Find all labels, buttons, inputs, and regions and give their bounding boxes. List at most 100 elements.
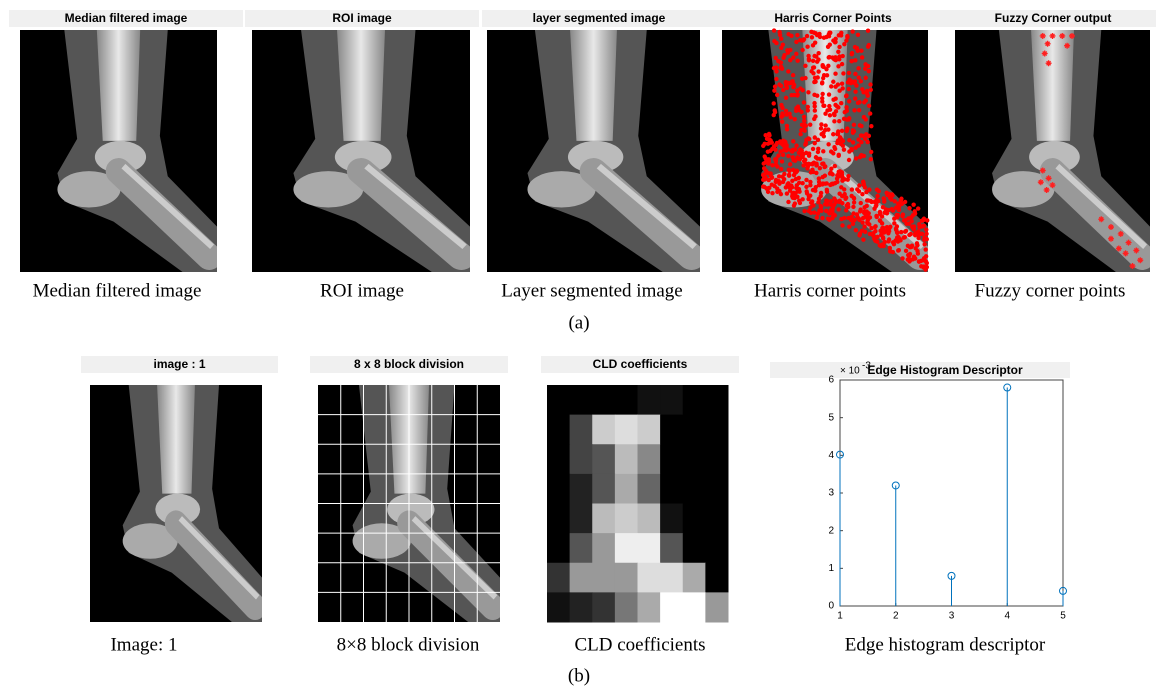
image: [90, 385, 262, 622]
cld-block: [592, 444, 615, 474]
corner-point: [816, 75, 820, 79]
corner-point: [795, 183, 799, 187]
corner-point: [828, 113, 832, 117]
corner-point: [882, 210, 886, 214]
corner-point: [892, 242, 896, 246]
cld-block: [570, 533, 593, 563]
corner-point: [820, 92, 824, 96]
cld-block: [592, 385, 615, 415]
corner-point: [907, 206, 911, 210]
cld-block: [547, 592, 570, 622]
image: [487, 30, 700, 272]
corner-point: [854, 228, 858, 232]
corner-point: [825, 73, 829, 77]
corner-point: [924, 227, 928, 231]
corner-point: [840, 175, 844, 179]
corner-point: [915, 243, 919, 247]
cld-block: [570, 385, 593, 415]
corner-point: [809, 30, 813, 34]
cld-block: [615, 444, 638, 474]
corner-point: [834, 58, 838, 62]
corner-point: [786, 51, 790, 55]
corner-point: [811, 71, 815, 75]
corner-point: [811, 147, 815, 151]
corner-point: [763, 154, 767, 158]
corner-point: [780, 159, 784, 163]
figure: Median filtered imageMedian filtered ima…: [0, 0, 1158, 688]
x-tick-label: 1: [837, 611, 843, 622]
corner-point: [790, 192, 794, 196]
corner-point: [805, 34, 809, 38]
corner-point: [859, 153, 863, 157]
chart-title: Edge Histogram Descriptor: [867, 363, 1023, 377]
corner-point: [786, 200, 790, 204]
corner-point: [799, 128, 803, 132]
corner-point: [840, 223, 844, 227]
corner-point: [827, 104, 831, 108]
corner-point: [780, 119, 784, 123]
corner-point: [876, 199, 880, 203]
corner-point: [847, 99, 851, 103]
corner-point: [881, 205, 885, 209]
corner-point: [904, 249, 908, 253]
corner-point: [823, 111, 827, 115]
corner-point: [781, 42, 785, 46]
corner-point: [785, 127, 789, 131]
corner-point: [849, 218, 853, 222]
cld-block: [570, 592, 593, 622]
corner-point: [800, 76, 804, 80]
corner-point: [821, 65, 825, 69]
x-tick-label: 3: [949, 611, 955, 622]
corner-point: [839, 101, 843, 105]
corner-point: [772, 89, 776, 93]
cld-block: [570, 415, 593, 445]
corner-point: [875, 194, 879, 198]
corner-point: [821, 149, 825, 153]
corner-point: [816, 138, 820, 142]
cld-block: [615, 474, 638, 504]
corner-point: [826, 142, 830, 146]
corner-point: [806, 54, 810, 58]
corner-point: [824, 209, 828, 213]
cld-block: [683, 474, 706, 504]
corner-point: [861, 237, 865, 241]
corner-point: [809, 170, 813, 174]
corner-point: [920, 224, 924, 228]
corner-point: [837, 119, 841, 123]
corner-point: [836, 207, 840, 211]
corner-point: [895, 231, 899, 235]
corner-point: [854, 156, 858, 160]
corner-point: [802, 100, 806, 104]
image: [252, 30, 470, 272]
corner-point: [864, 98, 868, 102]
cld-block: [683, 563, 706, 593]
corner-point: [924, 232, 928, 236]
corner-point: [833, 72, 837, 76]
corner-point: [793, 117, 797, 121]
panel-title: ROI image: [332, 11, 392, 25]
image: [20, 30, 217, 272]
corner-point: [843, 110, 847, 114]
corner-point: [923, 247, 927, 251]
corner-point: [814, 171, 818, 175]
panel-title: Harris Corner Points: [774, 11, 892, 25]
corner-point: [847, 158, 851, 162]
corner-point: [778, 33, 782, 37]
corner-point: [795, 58, 799, 62]
corner-point: [847, 87, 851, 91]
cld-block: [547, 474, 570, 504]
corner-point: [804, 185, 808, 189]
corner-point: [823, 202, 827, 206]
corner-point: [866, 198, 870, 202]
corner-point: [840, 62, 844, 66]
corner-point: [812, 65, 816, 69]
corner-point: [858, 207, 862, 211]
corner-point: [768, 141, 772, 145]
corner-point: [836, 154, 840, 158]
cld-block: [547, 563, 570, 593]
corner-point: [773, 184, 777, 188]
corner-point: [778, 149, 782, 153]
axis-multiplier-exponent: -3: [862, 361, 871, 372]
corner-point: [837, 200, 841, 204]
corner-point: [805, 163, 809, 167]
